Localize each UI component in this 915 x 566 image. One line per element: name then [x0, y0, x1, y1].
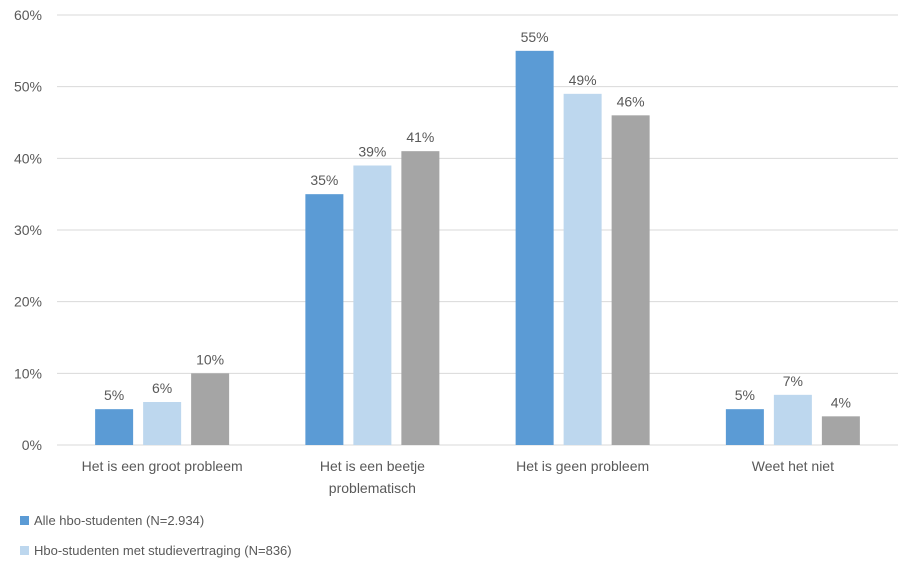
- bars: [95, 50, 860, 445]
- data-label: 7%: [783, 373, 803, 389]
- data-label: 10%: [196, 351, 224, 367]
- gridlines: [57, 14, 898, 446]
- legend-swatch: [20, 546, 29, 555]
- data-label: 49%: [569, 72, 597, 88]
- data-label: 5%: [735, 387, 755, 403]
- data-label: 4%: [831, 394, 851, 410]
- x-category-label: Weet het niet: [752, 458, 834, 474]
- data-label: 55%: [521, 29, 549, 45]
- data-label: 41%: [406, 129, 434, 145]
- x-category-label: Het is geen probleem: [516, 458, 649, 474]
- data-label: 5%: [104, 387, 124, 403]
- bar: [95, 409, 134, 445]
- bar: [515, 50, 554, 445]
- bar: [821, 416, 860, 445]
- x-axis-category-labels: Het is een groot probleem Het is een beet…: [82, 458, 835, 496]
- y-tick-label: 60%: [14, 7, 42, 23]
- bar: [773, 394, 812, 445]
- y-tick-label: 50%: [14, 79, 42, 95]
- y-tick-label: 40%: [14, 150, 42, 166]
- legend: Alle hbo-studenten (N=2.934) Hbo-studente…: [20, 513, 292, 558]
- y-tick-label: 10%: [14, 365, 42, 381]
- legend-entry-label: Alle hbo-studenten (N=2.934): [34, 513, 204, 528]
- y-tick-label: 20%: [14, 294, 42, 310]
- y-tick-label: 30%: [14, 222, 42, 238]
- legend-swatch: [20, 516, 29, 525]
- bar: [401, 151, 440, 445]
- data-label: 39%: [358, 144, 386, 160]
- x-category-label: problematisch: [329, 480, 416, 496]
- legend-entry-label: Hbo-studenten met studievertraging (N=83…: [34, 543, 292, 558]
- y-axis-tick-labels: 0% 10% 20% 30% 40% 50% 60%: [14, 7, 42, 453]
- x-category-label: Het is een beetje: [320, 458, 425, 474]
- x-category-label: Het is een groot probleem: [82, 458, 243, 474]
- bar: [725, 409, 764, 445]
- data-label: 6%: [152, 380, 172, 396]
- bar: [143, 402, 182, 445]
- bar: [563, 93, 602, 445]
- y-tick-label: 0%: [22, 437, 42, 453]
- bar: [611, 115, 650, 445]
- data-label: 46%: [617, 93, 645, 109]
- data-labels: 5% 6% 10% 35% 39% 41% 55% 49% 46% 5% 7% 4%: [104, 29, 851, 411]
- bar: [305, 194, 344, 445]
- bar: [191, 373, 230, 445]
- data-label: 35%: [310, 172, 338, 188]
- bar: [353, 165, 392, 445]
